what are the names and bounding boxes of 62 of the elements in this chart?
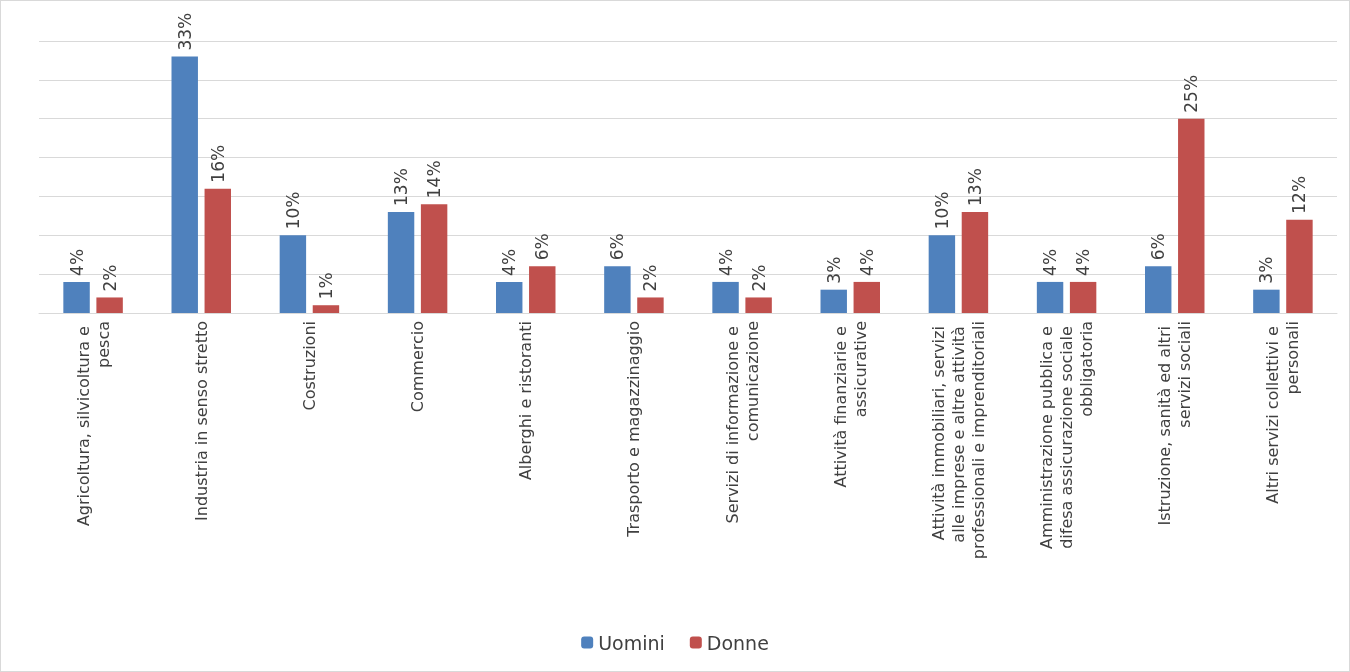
data-label: 4%: [1073, 248, 1094, 276]
bar: [1069, 281, 1097, 313]
data-label: 2%: [99, 264, 120, 292]
legend-label: Donne: [706, 631, 769, 654]
x-tick-label: Amministrazione pubblica e difesa assicurazione sociale obbligatoria: [1037, 321, 1097, 549]
bar: [1178, 118, 1205, 313]
legend-label: Uomini: [598, 631, 665, 654]
x-tick-label: Costruzioni: [299, 321, 319, 411]
x-tick-label: Servizi di informazione e comunicazione: [722, 321, 762, 524]
data-label: 1%: [315, 272, 336, 300]
data-label: 33%: [174, 12, 195, 51]
data-label: 4%: [856, 248, 877, 276]
data-label: 10%: [282, 191, 303, 230]
data-label: 3%: [823, 256, 844, 284]
bar: [496, 281, 523, 313]
bar: [1253, 289, 1280, 313]
bar: [312, 305, 340, 313]
x-tick-label: Industria in senso stretto: [191, 321, 211, 521]
x-tick-label: Alberghi e ristoranti: [516, 321, 536, 481]
bar: [637, 297, 664, 313]
data-label: 2%: [640, 264, 661, 292]
data-label: 4%: [1040, 248, 1061, 276]
bar: [820, 289, 847, 313]
data-label: 4%: [499, 248, 520, 276]
x-tick-label: Commercio: [408, 321, 428, 413]
bar: [204, 188, 231, 313]
bar: [96, 297, 123, 313]
bar: [745, 297, 772, 313]
data-label: 4%: [66, 248, 87, 276]
bar: [853, 281, 880, 313]
bar: [1036, 281, 1064, 313]
x-tick-label: Altri servizi collettivi e personali: [1263, 321, 1303, 504]
data-label: 6%: [607, 233, 628, 261]
data-label: 25%: [1181, 74, 1202, 113]
x-tick-label: Trasporto e magazzinaggio: [624, 321, 644, 538]
data-label: 13%: [391, 168, 412, 206]
bar: [928, 235, 956, 313]
bar: [604, 266, 631, 313]
bar: [387, 211, 415, 313]
data-label: 14%: [424, 160, 445, 199]
bar: [529, 266, 556, 313]
bar: [712, 281, 739, 313]
data-label: 4%: [715, 248, 736, 276]
data-label: 6%: [532, 233, 553, 261]
bar: [420, 204, 448, 313]
bar: [961, 211, 989, 313]
x-tick-label: Attività immobiliari, servizi alle imprese e altre attività professionali e imprenditoriali: [928, 321, 988, 560]
x-tick-label: Istruzione, sanità ed altri servizi sociali: [1155, 321, 1195, 526]
data-label: 6%: [1148, 233, 1169, 261]
data-label: 2%: [748, 264, 769, 292]
bar: [279, 235, 307, 313]
bar: [1286, 219, 1313, 313]
data-label: 3%: [1256, 256, 1277, 284]
bar: [63, 281, 90, 313]
bar: [171, 56, 198, 313]
x-tick-label: Attività finanziarie e assicurative: [830, 321, 870, 488]
data-label: 16%: [207, 144, 228, 183]
data-label: 10%: [931, 191, 952, 230]
data-label: 13%: [964, 168, 985, 206]
data-label: 12%: [1289, 175, 1310, 214]
x-tick-label: Agricoltura, silvicoltura e pesca: [73, 321, 113, 527]
bar: [1145, 266, 1172, 313]
